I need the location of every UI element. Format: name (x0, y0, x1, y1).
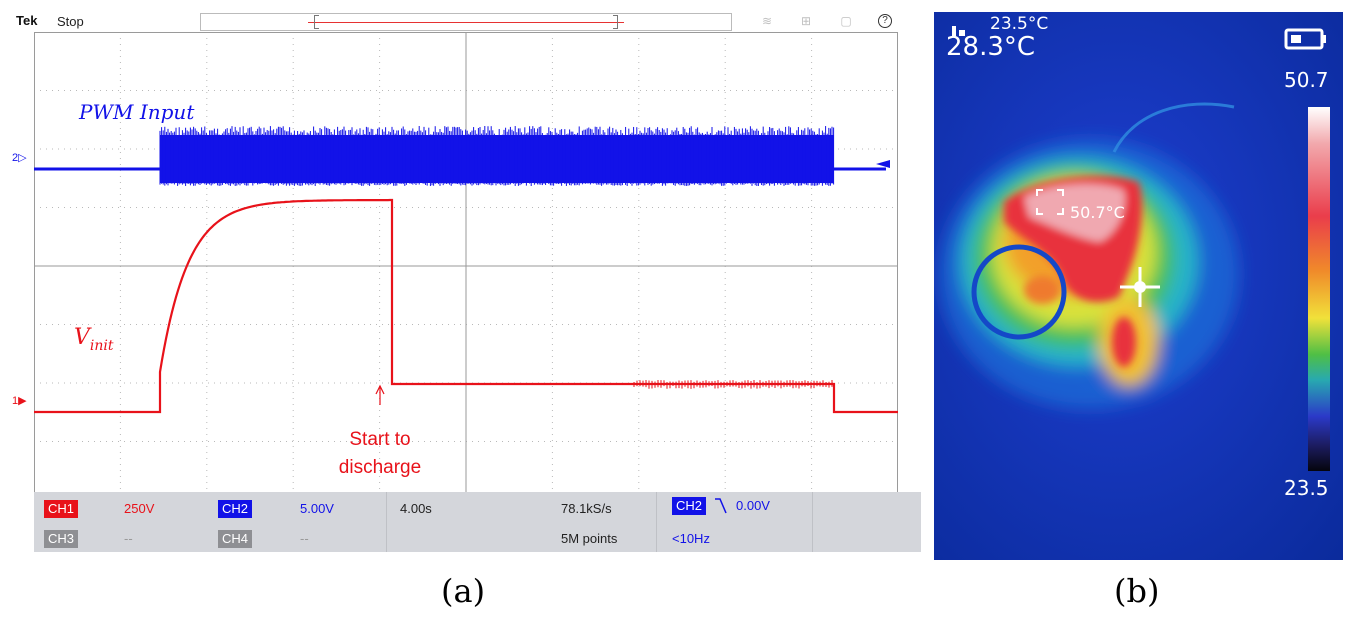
network-icon[interactable]: ⊞ (800, 14, 812, 28)
ch4-button[interactable]: CH4 (218, 530, 253, 548)
record-length-readout: 5M points (561, 531, 618, 546)
waveform-display[interactable]: PWM Input Vinit Start to discharge (34, 32, 898, 500)
ch3-button[interactable]: CH3 (44, 530, 79, 548)
scale-max-label: 50.7 (1284, 68, 1329, 92)
hotspot-temp-label: 50.7°C (1070, 203, 1125, 222)
readout-divider (812, 492, 813, 552)
discharge-arrowhead (375, 384, 385, 395)
record-view-bar[interactable] (200, 13, 732, 31)
trigger-level[interactable]: 0.00V (736, 498, 770, 513)
ch2-scale[interactable]: 5.00V (300, 501, 334, 516)
ch1-ground-marker: 1▶ (12, 395, 27, 407)
caption-a: (a) (441, 572, 486, 610)
trigger-slope-icon (715, 498, 727, 514)
record-position-line (308, 22, 624, 23)
trigger-frequency: <10Hz (672, 531, 710, 546)
trigger-source-badge[interactable]: CH2 (672, 497, 707, 515)
vinit-label: Vinit (74, 325, 114, 354)
pwm-input-label: PWM Input (78, 100, 195, 124)
thermal-image (934, 12, 1343, 560)
ch1-noise (633, 380, 833, 389)
min-temp-reading: 23.5°C (990, 14, 1049, 34)
record-bracket-right (613, 15, 618, 29)
thermal-image-panel: 23.5°C 28.3°C 50.7 23.5 50.7°C (934, 12, 1343, 560)
wifi-icon[interactable]: ≋ (761, 14, 773, 28)
ch4-scale: -- (300, 531, 309, 546)
min-temp-icon (952, 26, 965, 36)
caption-b: (b) (1114, 572, 1160, 610)
crosshair-icon (1120, 267, 1160, 307)
ch2-trigger-marker (876, 160, 890, 168)
readout-divider (656, 492, 657, 552)
battery-icon (1284, 28, 1326, 50)
sample-rate-readout: 78.1kS/s (561, 501, 612, 516)
scope-readout-bar: CH1 250V CH3 -- CH2 5.00V CH4 -- 4.00s 7… (34, 492, 921, 552)
file-icon[interactable]: ▢ (840, 14, 852, 28)
ch2-pwm-trace (34, 126, 886, 186)
tek-logo: Tek (16, 13, 38, 28)
acquisition-status[interactable]: Stop (57, 14, 84, 29)
temperature-color-scale (1308, 107, 1330, 471)
scope-status-bar: Tek Stop ≋ ⊞ ▢ ? (12, 12, 921, 32)
timebase-readout[interactable]: 4.00s (400, 501, 432, 516)
ch2-ground-marker: 2▷ (12, 152, 27, 164)
center-temp-reading: 28.3°C (946, 32, 1036, 62)
ch1-scale[interactable]: 250V (124, 501, 155, 516)
ch3-scale: -- (124, 531, 133, 546)
record-bracket-left (314, 15, 319, 29)
cable-loop (971, 244, 1067, 340)
scale-min-label: 23.5 (1284, 476, 1329, 500)
discharge-label-line1: Start to (349, 429, 410, 450)
discharge-label-line2: discharge (339, 457, 421, 478)
hotspot-marker-icon (1036, 189, 1064, 215)
oscilloscope-panel: Tek Stop ≋ ⊞ ▢ ? PWM Input Vinit Start t… (12, 12, 921, 560)
ch1-vinit-trace (34, 198, 898, 414)
help-icon[interactable]: ? (878, 14, 892, 28)
ch1-button[interactable]: CH1 (44, 500, 79, 518)
ch2-button[interactable]: CH2 (218, 500, 253, 518)
readout-divider (386, 492, 387, 552)
